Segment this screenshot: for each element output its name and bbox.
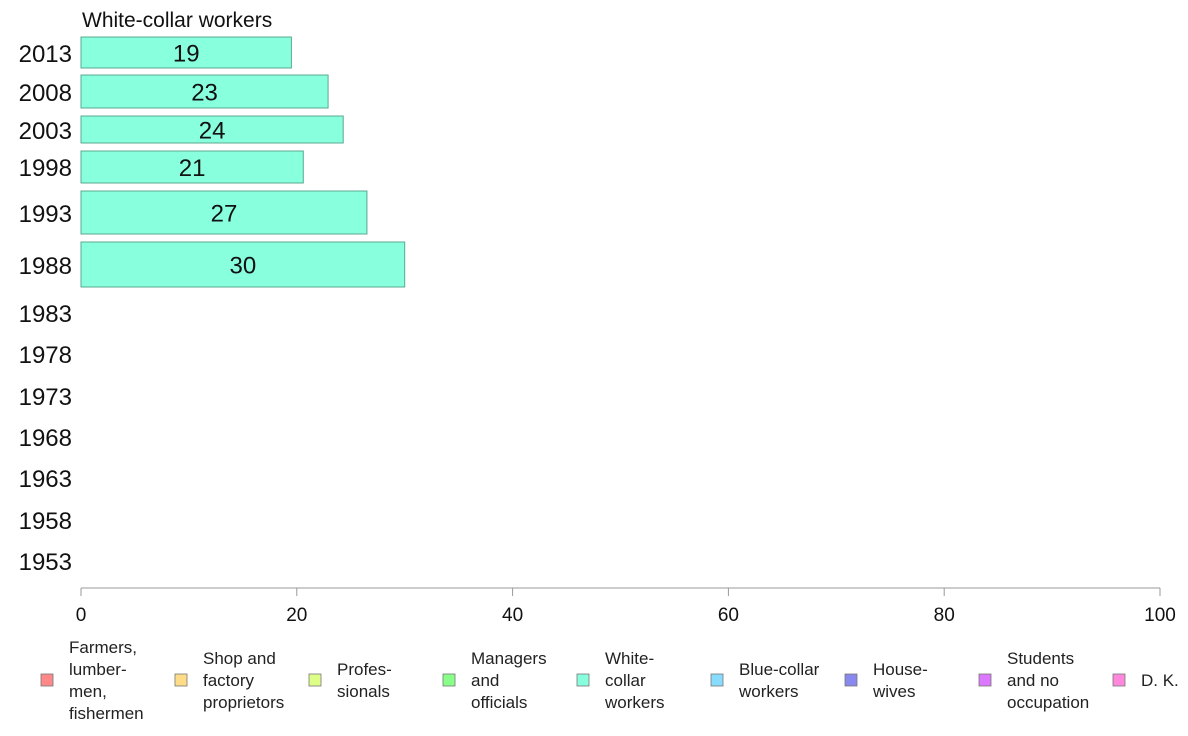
legend-text-5-1: workers: [738, 682, 799, 701]
chart-title: White-collar workers: [82, 9, 272, 32]
legend-item-6: House-wives: [844, 660, 928, 701]
year-label-1968: 1968: [19, 425, 72, 452]
year-label-1963: 1963: [19, 466, 72, 493]
legend-swatch-7: [978, 673, 992, 687]
legend-text-4-0: White-: [605, 649, 654, 668]
legend-text-0-1: lumber-: [69, 660, 127, 679]
legend-text-3-1: and: [471, 671, 499, 690]
bar-value-label-1993: 27: [211, 201, 238, 228]
bar-value-label-2013: 19: [173, 41, 200, 68]
legend-text-4-1: collar: [605, 671, 646, 690]
x-tick-label-40: 40: [502, 605, 523, 626]
legend-text-3-2: officials: [471, 693, 527, 712]
legend-item-4: White-collar workers: [576, 649, 665, 712]
legend-text-0-3: fishermen: [69, 704, 144, 723]
legend-item-0: Farmers, lumber-men, fishermen: [40, 638, 144, 723]
legend-swatch-2: [308, 673, 322, 687]
legend-text-6-0: House-: [873, 660, 928, 679]
legend-text-5-0: Blue-collar: [739, 660, 820, 679]
bar-value-label-2003: 24: [199, 118, 226, 145]
bar-value-label-1988: 30: [229, 253, 256, 280]
legend-text-6-1: wives: [872, 682, 916, 701]
legend-text-8-0: D. K.: [1141, 671, 1179, 690]
bar-1998: [80, 150, 304, 184]
bar-1993: [80, 190, 368, 235]
legend-text-0-2: men,: [69, 682, 107, 701]
legend-text-1-0: Shop and: [203, 649, 276, 668]
legend-swatch-1: [174, 673, 188, 687]
x-tick-label-20: 20: [286, 605, 307, 626]
legend-item-1: Shop and factory proprietors: [174, 649, 284, 712]
legend-text-2-1: sionals: [337, 682, 390, 701]
x-tick-label-0: 0: [76, 605, 87, 626]
legend-item-7: Students and no occupation: [978, 649, 1089, 712]
legend-item-2: Profes-sionals: [308, 660, 392, 701]
legend-item-5: Blue-collar workers: [710, 660, 820, 701]
legend-text-7-1: and no: [1007, 671, 1059, 690]
legend-swatch-6: [844, 673, 858, 687]
legend-text-3-0: Managers: [471, 649, 547, 668]
legend-text-1-2: proprietors: [203, 693, 284, 712]
year-label-2008: 2008: [19, 80, 72, 107]
legend-swatch-8: [1112, 673, 1126, 687]
legend-swatch-4: [576, 673, 590, 687]
legend-swatch-3: [442, 673, 456, 687]
year-label-2003: 2003: [19, 118, 72, 145]
legend-item-8: D. K.: [1112, 671, 1179, 690]
legend-text-7-0: Students: [1007, 649, 1074, 668]
bar-value-label-1998: 21: [179, 155, 206, 182]
bar-2008: [80, 74, 329, 109]
year-label-1953: 1953: [19, 549, 72, 576]
year-label-1983: 1983: [19, 301, 72, 328]
legend-text-2-0: Profes-: [337, 660, 392, 679]
bar-2003: [80, 115, 344, 144]
x-tick-label-80: 80: [934, 605, 955, 626]
year-label-1993: 1993: [19, 201, 72, 228]
legend-item-3: Managers and officials: [442, 649, 547, 712]
x-tick-label-100: 100: [1144, 605, 1176, 626]
year-label-1958: 1958: [19, 508, 72, 535]
legend-text-1-1: factory: [203, 671, 255, 690]
legend-text-7-2: occupation: [1007, 693, 1089, 712]
year-label-1973: 1973: [19, 384, 72, 411]
year-label-1998: 1998: [19, 155, 72, 182]
x-tick-label-60: 60: [718, 605, 739, 626]
year-label-1988: 1988: [19, 253, 72, 280]
legend-text-0-0: Farmers,: [69, 638, 137, 657]
bar-value-label-2008: 23: [191, 80, 218, 107]
year-label-2013: 2013: [19, 41, 72, 68]
legend-swatch-0: [40, 673, 54, 687]
bar-1988: [80, 241, 406, 288]
bar-2013: [80, 36, 292, 69]
legend-swatch-5: [710, 673, 724, 687]
legend-text-4-2: workers: [604, 693, 665, 712]
year-label-1978: 1978: [19, 342, 72, 369]
